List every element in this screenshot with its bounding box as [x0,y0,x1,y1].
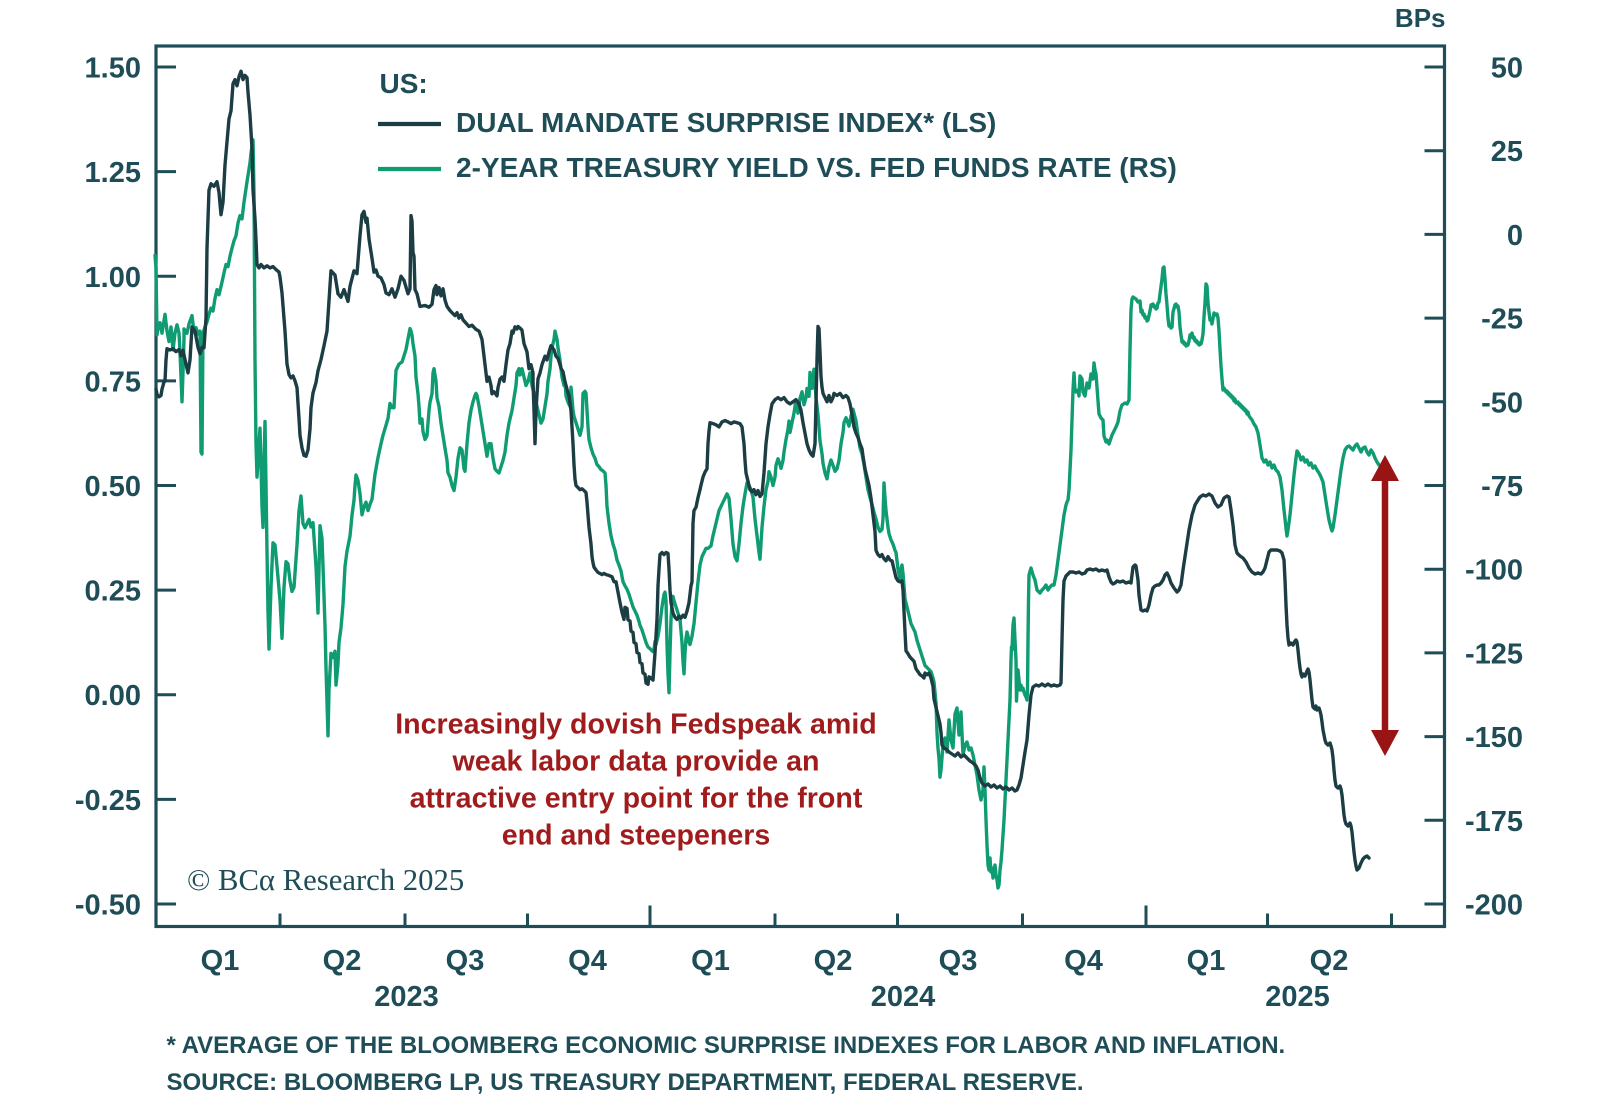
svg-text:attractive entry point for the: attractive entry point for the front [410,783,863,815]
svg-text:Q1: Q1 [691,945,730,977]
svg-text:Q1: Q1 [1187,945,1226,977]
svg-text:2025: 2025 [1265,981,1330,1013]
svg-text:0.50: 0.50 [85,471,141,503]
svg-text:SOURCE: BLOOMBERG LP, US TREAS: SOURCE: BLOOMBERG LP, US TREASURY DEPART… [167,1069,1084,1096]
svg-text:2023: 2023 [374,981,439,1013]
svg-text:* AVERAGE OF THE BLOOMBERG ECO: * AVERAGE OF THE BLOOMBERG ECONOMIC SURP… [167,1032,1286,1059]
svg-text:2-YEAR TREASURY YIELD VS. FED: 2-YEAR TREASURY YIELD VS. FED FUNDS RATE… [456,152,1177,183]
svg-text:0.75: 0.75 [85,366,141,398]
svg-text:-25: -25 [1481,304,1523,336]
svg-text:Q2: Q2 [1310,945,1349,977]
svg-text:Q4: Q4 [568,945,607,977]
svg-text:© BCα Research 2025: © BCα Research 2025 [187,863,464,897]
svg-text:0.25: 0.25 [85,576,141,608]
svg-text:1.25: 1.25 [85,157,141,189]
svg-text:-100: -100 [1465,555,1523,587]
svg-text:-50: -50 [1481,387,1523,419]
svg-text:-175: -175 [1465,806,1523,838]
svg-text:-200: -200 [1465,890,1523,922]
svg-text:Increasingly dovish Fedspeak a: Increasingly dovish Fedspeak amid [395,709,877,741]
svg-text:50: 50 [1491,53,1523,85]
svg-text:Q2: Q2 [814,945,853,977]
svg-text:BPs: BPs [1395,3,1446,33]
svg-text:Q3: Q3 [939,945,978,977]
svg-text:25: 25 [1491,136,1523,168]
svg-text:Q2: Q2 [323,945,362,977]
svg-text:0.00: 0.00 [85,680,141,712]
svg-text:DUAL MANDATE SURPRISE INDEX* (: DUAL MANDATE SURPRISE INDEX* (LS) [456,107,996,138]
svg-text:-125: -125 [1465,638,1523,670]
svg-text:Q1: Q1 [201,945,240,977]
svg-text:Q3: Q3 [446,945,485,977]
svg-text:-150: -150 [1465,722,1523,754]
svg-text:weak labor data provide an: weak labor data provide an [451,746,819,778]
svg-text:Q4: Q4 [1064,945,1103,977]
svg-text:0: 0 [1507,220,1523,252]
svg-text:US:: US: [380,68,428,99]
svg-text:-0.25: -0.25 [75,785,141,817]
svg-text:-0.50: -0.50 [75,890,141,922]
svg-text:end and steepeners: end and steepeners [502,820,771,852]
svg-text:-75: -75 [1481,471,1523,503]
svg-text:1.00: 1.00 [85,262,141,294]
svg-text:1.50: 1.50 [85,53,141,85]
svg-text:2024: 2024 [871,981,936,1013]
